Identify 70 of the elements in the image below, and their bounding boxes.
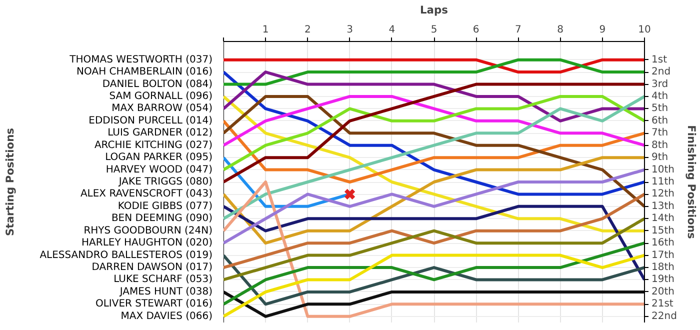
- line-series: [224, 94, 644, 147]
- series-label: HARVEY WOOD (047): [106, 164, 213, 176]
- series-label: JAKE TRIGGS (080): [118, 176, 213, 188]
- x-tick-label: 3: [346, 24, 353, 36]
- y-tick-label: 8th: [652, 140, 668, 151]
- series-label: ALEX RAVENSCROFT (043): [80, 188, 213, 200]
- x-tick-label: 6: [472, 24, 480, 36]
- y-tick-label: 1st: [652, 54, 668, 66]
- line-series: [224, 119, 644, 184]
- line-series: [224, 254, 644, 306]
- x-tick-label: 2: [304, 24, 311, 36]
- series-label: MAX DAVIES (066): [120, 310, 213, 322]
- y-axis-title: Finishing Positions: [684, 125, 698, 239]
- y-tick-label: 15th: [652, 225, 674, 236]
- series-label: ARCHIE KITCHING (027): [94, 140, 213, 151]
- y-tick-label: 19th: [652, 274, 674, 286]
- series-label: DANIEL BOLTON (084): [102, 78, 213, 90]
- line-series: [224, 70, 644, 196]
- line-series: [224, 70, 644, 122]
- legend-title: Starting Positions: [4, 128, 17, 236]
- series-label: OLIVER STEWART (016): [95, 298, 213, 310]
- series-label: JAMES HUNT (038): [118, 286, 213, 298]
- line-series: [224, 82, 644, 184]
- x-tick-label: 4: [388, 24, 396, 36]
- line-series: [224, 254, 644, 318]
- x-axis-title: Laps: [420, 4, 448, 16]
- y-tick-label: 21st: [652, 298, 674, 310]
- series-label: THOMAS WESTWORTH (037): [68, 54, 213, 66]
- y-tick-label: 5th: [652, 103, 668, 114]
- y-tick-label: 2nd: [652, 66, 671, 78]
- series-label: ALESSANDRO BALLESTEROS (019): [40, 250, 213, 261]
- y-tick-label: 11th: [652, 176, 674, 188]
- series-label: EDDISON PURCELL (014): [88, 115, 213, 126]
- series-label: NOAH CHAMBERLAIN (016): [76, 66, 213, 78]
- line-series: [224, 192, 644, 270]
- series-label: RHYS GOODBOURN (24N): [84, 225, 213, 236]
- y-tick-label: 17th: [652, 250, 674, 261]
- series-label: LOGAN PARKER (095): [105, 152, 213, 164]
- x-tick-label: 7: [515, 24, 522, 36]
- line-series: [224, 180, 644, 318]
- y-tick-label: 18th: [652, 262, 674, 274]
- x-tick-label: 8: [557, 24, 564, 36]
- y-tick-label: 22nd: [652, 310, 677, 322]
- series-label: DARREN DAWSON (017): [92, 262, 213, 274]
- series-label: MAX BARROW (054): [112, 103, 213, 114]
- series-label: HARLEY HAUGHTON (020): [82, 238, 213, 249]
- series-label: KODIE GIBBS (077): [118, 200, 213, 212]
- y-tick-label: 13th: [652, 200, 674, 212]
- y-tick-label: 3rd: [652, 78, 668, 90]
- y-tick-label: 9th: [652, 152, 668, 164]
- x-tick-label: 9: [599, 24, 606, 36]
- y-tick-label: 12th: [652, 188, 674, 200]
- y-tick-label: 16th: [652, 238, 674, 249]
- y-tick-label: 10th: [652, 164, 674, 176]
- line-series: [224, 94, 644, 172]
- y-tick-label: 4th: [652, 90, 668, 102]
- y-tick-label: 6th: [652, 115, 668, 126]
- y-tick-label: 14th: [652, 213, 674, 224]
- y-tick-label: 7th: [652, 128, 668, 139]
- series-label: BEN DEEMING (090): [111, 213, 213, 224]
- x-tick-label: 5: [430, 24, 438, 36]
- line-series: [224, 217, 644, 282]
- y-tick-label: 20th: [652, 286, 674, 298]
- line-series: [224, 242, 644, 306]
- series-label: SAM GORNALL (096): [109, 90, 213, 102]
- x-tick-label: 10: [638, 24, 651, 36]
- line-series: [224, 204, 644, 282]
- series-label: LUIS GARDNER (012): [108, 128, 213, 139]
- series-label: LUKE SCHARF (053): [114, 274, 213, 286]
- x-tick-label: 1: [262, 24, 269, 36]
